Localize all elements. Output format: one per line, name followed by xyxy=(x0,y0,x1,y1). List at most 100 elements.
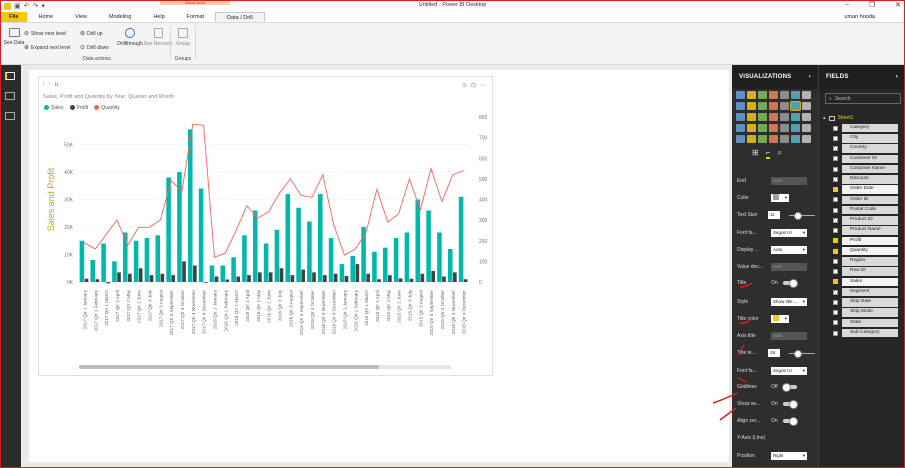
format-dropdown[interactable]: Segoe UI ▾ xyxy=(771,229,807,237)
maximize-button[interactable]: ❐ xyxy=(868,2,876,9)
visual-type-icon[interactable] xyxy=(758,135,767,143)
field-checkbox[interactable] xyxy=(833,299,838,305)
drill-down-visual-icon[interactable]: ↓ xyxy=(48,81,51,87)
field-row[interactable]: Sub-Category xyxy=(833,328,905,338)
visual-type-icon[interactable] xyxy=(736,124,745,132)
field-checkbox[interactable] xyxy=(833,279,838,285)
field-row[interactable]: Postal Code xyxy=(833,205,905,215)
field-row[interactable]: Region xyxy=(833,256,905,266)
field-row[interactable]: Country xyxy=(833,144,905,154)
slider-track[interactable] xyxy=(789,349,815,358)
visual-type-icon[interactable] xyxy=(802,113,811,121)
tab-help[interactable]: Help xyxy=(153,14,165,20)
visual-type-icon[interactable] xyxy=(791,124,800,132)
field-row[interactable]: Ship Mode xyxy=(833,308,905,318)
visual-type-icon[interactable] xyxy=(736,91,745,99)
tab-format[interactable]: Format xyxy=(186,14,205,20)
field-checkbox[interactable] xyxy=(833,289,838,295)
visual-type-icon[interactable] xyxy=(802,124,811,132)
group-button[interactable]: Group xyxy=(174,28,192,47)
visual-type-icon[interactable] xyxy=(802,102,811,110)
report-view-icon[interactable] xyxy=(5,72,15,80)
visual-type-icon[interactable] xyxy=(769,124,778,132)
format-input[interactable]: Auto xyxy=(771,332,807,340)
drillthrough-button[interactable]: Drillthrough xyxy=(115,28,145,47)
visual-type-icon[interactable] xyxy=(736,135,745,143)
scrollbar-thumb[interactable] xyxy=(79,365,379,369)
tab-modeling[interactable]: Modeling xyxy=(108,14,132,20)
table-sheet1[interactable]: ▴ Sheet1 xyxy=(823,115,854,121)
drill-mode-icon[interactable]: ⊙ xyxy=(461,83,467,89)
field-row[interactable]: Category xyxy=(833,123,905,133)
tab-view[interactable]: View xyxy=(75,14,87,20)
report-page[interactable]: ⊙ ⊡ ⋯ ↑ ↓ ⇊ Sales, Profit and Quantity b… xyxy=(29,70,729,462)
drill-up-visual-icon[interactable]: ↑ xyxy=(42,81,45,87)
field-checkbox[interactable] xyxy=(833,146,838,152)
visual-type-icon[interactable] xyxy=(769,135,778,143)
format-size-slider[interactable]: 19 xyxy=(768,349,815,358)
field-row[interactable]: Product ID xyxy=(833,215,905,225)
color-picker[interactable]: ▾ xyxy=(771,315,789,323)
visual-type-icon[interactable] xyxy=(802,135,811,143)
expand-next-level-button[interactable]: ⊕ Expand next level xyxy=(24,44,71,52)
visual-type-icon[interactable] xyxy=(758,113,767,121)
format-toggle[interactable]: On xyxy=(771,417,798,426)
expand-all-visual-icon[interactable]: ⇊ xyxy=(54,82,60,88)
format-size-slider[interactable]: 11 xyxy=(768,211,815,220)
chart-scrollbar[interactable] xyxy=(79,365,451,369)
redo-icon[interactable]: ↷ xyxy=(32,3,39,10)
format-dropdown[interactable]: Show title ... ▾ xyxy=(771,298,807,306)
field-row[interactable]: City xyxy=(833,133,905,143)
combo-chart-visual[interactable]: ⊙ ⊡ ⋯ ↑ ↓ ⇊ Sales, Profit and Quantity b… xyxy=(38,76,493,376)
field-checkbox[interactable] xyxy=(833,187,838,193)
slider-track[interactable] xyxy=(789,211,815,220)
user-name[interactable]: uman hooda xyxy=(844,14,875,20)
field-checkbox[interactable] xyxy=(833,310,838,316)
visual-type-icon[interactable] xyxy=(791,113,800,121)
visual-type-icon[interactable] xyxy=(791,135,800,143)
field-checkbox[interactable] xyxy=(833,228,838,234)
format-dropdown[interactable]: Segoe UI ▾ xyxy=(771,367,807,375)
visual-type-icon[interactable] xyxy=(736,113,745,121)
fields-well-icon[interactable]: ⊞ xyxy=(752,148,759,157)
field-checkbox[interactable] xyxy=(833,320,838,326)
field-checkbox[interactable] xyxy=(833,166,838,172)
field-checkbox[interactable] xyxy=(833,207,838,213)
field-row[interactable]: Sales xyxy=(833,277,905,287)
visual-type-icon[interactable] xyxy=(758,124,767,132)
visual-type-icon[interactable] xyxy=(747,91,756,99)
toggle-switch[interactable] xyxy=(781,383,797,392)
visual-type-icon[interactable] xyxy=(780,102,789,110)
field-row[interactable]: Ship Date xyxy=(833,297,905,307)
color-picker[interactable]: ▾ xyxy=(771,194,789,202)
analytics-magnifier-icon[interactable]: ⌕ xyxy=(777,148,782,157)
collapse-chevron-icon[interactable]: › xyxy=(895,74,898,80)
field-checkbox[interactable] xyxy=(833,258,838,264)
visual-type-icon[interactable] xyxy=(758,102,767,110)
visual-type-icon[interactable] xyxy=(802,91,811,99)
format-input[interactable]: Auto xyxy=(771,263,807,271)
format-toggle[interactable]: On xyxy=(771,400,798,409)
field-row[interactable]: Customer ID xyxy=(833,154,905,164)
toggle-switch[interactable] xyxy=(782,400,798,409)
visual-type-icon[interactable] xyxy=(758,91,767,99)
drill-down-button[interactable]: ⊙ Drill down xyxy=(80,44,109,52)
customize-qat-icon[interactable]: ▾ xyxy=(41,3,45,10)
field-row[interactable]: Order Date xyxy=(833,185,905,195)
visual-type-icon[interactable] xyxy=(780,135,789,143)
visual-type-icon[interactable] xyxy=(736,102,745,110)
more-options-icon[interactable]: ⋯ xyxy=(480,83,486,89)
format-dropdown[interactable]: Auto ▾ xyxy=(771,246,807,254)
show-next-level-button[interactable]: ⊜ Show next level xyxy=(24,30,67,38)
drill-up-button[interactable]: ⊚ Drill up xyxy=(80,30,103,38)
visual-type-icon[interactable] xyxy=(747,113,756,121)
field-row[interactable]: Discount xyxy=(833,174,905,184)
field-row[interactable]: Profit xyxy=(833,236,905,246)
field-checkbox[interactable] xyxy=(833,197,838,203)
see-records-button[interactable]: See Records xyxy=(144,28,172,47)
field-checkbox[interactable] xyxy=(833,238,838,244)
visual-type-icon[interactable] xyxy=(780,91,789,99)
field-row[interactable]: Segment xyxy=(833,287,905,297)
field-checkbox[interactable] xyxy=(833,135,838,141)
field-checkbox[interactable] xyxy=(833,269,838,275)
